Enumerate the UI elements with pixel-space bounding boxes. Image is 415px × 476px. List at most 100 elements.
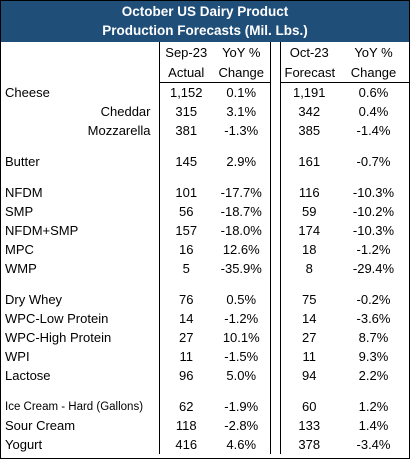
- data-row: Dry Whey 76 0.5% 75 -0.2%: [1, 290, 409, 309]
- cell: -0.7%: [356, 154, 391, 169]
- cell: 161: [298, 154, 321, 169]
- data-row: Yogurt 416 4.6% 378 -3.4%: [1, 435, 409, 454]
- cell: 18: [302, 242, 317, 257]
- data-row: Sour Cream 118 -2.8% 133 1.4%: [1, 416, 409, 435]
- data-row: Cheddar 315 3.1% 342 0.4%: [1, 102, 409, 121]
- spacer: [270, 259, 281, 278]
- cell: -1.4%: [356, 123, 391, 138]
- row-label: Dry Whey: [1, 290, 160, 309]
- cell: 2.2%: [358, 368, 389, 383]
- cell: 133: [298, 418, 321, 433]
- gap-row: [1, 385, 409, 397]
- gap-cell: [280, 171, 338, 183]
- cell: -3.6%: [356, 311, 391, 326]
- cell: 2.9%: [213, 152, 271, 171]
- cell: -18.7%: [213, 202, 271, 221]
- row-label: SMP: [1, 202, 160, 221]
- row-label: WPI: [1, 347, 160, 366]
- column-header: Actual: [159, 62, 213, 83]
- spacer: [270, 62, 281, 83]
- column-header: YoY %: [354, 44, 393, 60]
- gap-cell: [280, 140, 338, 152]
- data-row: MPC 16 12.6% 18 -1.2%: [1, 240, 409, 259]
- cell: 118: [175, 418, 197, 433]
- cell: 14: [302, 311, 317, 326]
- gap-cell: [280, 278, 338, 290]
- row-label: NFDM: [1, 183, 160, 202]
- gap-cell: [159, 140, 213, 152]
- cell: 27: [302, 330, 317, 345]
- cell: 11: [302, 349, 317, 364]
- cell: 75: [302, 292, 317, 307]
- spacer: [270, 328, 281, 347]
- cell: 14: [179, 311, 194, 326]
- column-header: Change: [338, 62, 409, 83]
- cell: 4.6%: [213, 435, 271, 454]
- spacer: [270, 347, 281, 366]
- cell: 1.4%: [358, 418, 389, 433]
- column-header: YoY %: [213, 42, 271, 62]
- spacer: [270, 240, 281, 259]
- cell: 11: [179, 349, 194, 364]
- column-header: Forecast: [280, 62, 338, 83]
- column-header: Sep-23: [165, 44, 208, 60]
- gap-cell: [213, 171, 271, 183]
- data-row: WMP 5 -35.9% 8 -29.4%: [1, 259, 409, 278]
- cell: 96: [179, 368, 194, 383]
- cell: 381: [175, 123, 198, 138]
- spacer: [270, 171, 281, 183]
- row-label: Butter: [1, 152, 160, 171]
- cell: 9.3%: [358, 349, 389, 364]
- gap-row: [1, 140, 409, 152]
- cell: 12.6%: [213, 240, 271, 259]
- cell: -1.2%: [356, 242, 391, 257]
- row-label: Ice Cream - Hard (Gallons): [1, 397, 160, 416]
- gap-cell: [213, 385, 271, 397]
- cell: 315: [175, 104, 198, 119]
- spacer: [270, 152, 281, 171]
- gap-cell: [1, 385, 160, 397]
- cell: -1.5%: [213, 347, 271, 366]
- data-row: SMP 56 -18.7% 59 -10.2%: [1, 202, 409, 221]
- end-cell: [1, 454, 409, 459]
- data-row: WPC-High Protein 27 10.1% 27 8.7%: [1, 328, 409, 347]
- cell: -0.2%: [356, 292, 391, 307]
- table-card: October US Dairy Product Production Fore…: [0, 0, 410, 459]
- spacer: [270, 435, 281, 454]
- spacer: [270, 82, 281, 102]
- cell: -3.4%: [356, 437, 391, 452]
- gap-cell: [1, 140, 160, 152]
- gap-cell: [213, 278, 271, 290]
- cell: 5.0%: [213, 366, 271, 385]
- cell: 3.1%: [213, 102, 271, 121]
- cell: 157: [175, 223, 198, 238]
- cell: 0.5%: [213, 290, 271, 309]
- spacer: [270, 385, 281, 397]
- spacer: [270, 416, 281, 435]
- gap-cell: [338, 171, 409, 183]
- cell: 10.1%: [213, 328, 271, 347]
- header-row: Actual Change Forecast Change: [1, 62, 409, 83]
- cell: 1,191: [292, 85, 326, 100]
- cell: -17.7%: [213, 183, 271, 202]
- cell: 0.4%: [358, 104, 389, 119]
- row-label: Yogurt: [1, 435, 160, 454]
- cell: -10.3%: [352, 185, 395, 200]
- cell: 101: [175, 185, 198, 200]
- gap-cell: [1, 171, 160, 183]
- cell: 145: [175, 154, 198, 169]
- row-label: Sour Cream: [1, 416, 160, 435]
- cell: 8.7%: [358, 330, 389, 345]
- spacer: [270, 309, 281, 328]
- cell: -1.9%: [213, 397, 271, 416]
- gap-row: [1, 278, 409, 290]
- cell: -29.4%: [352, 261, 395, 276]
- gap-cell: [159, 278, 213, 290]
- cell: 76: [179, 292, 194, 307]
- row-label: NFDM+SMP: [1, 221, 160, 240]
- cell: 94: [302, 368, 317, 383]
- gap-cell: [159, 385, 213, 397]
- table-header: October US Dairy Product Production Fore…: [1, 1, 409, 42]
- cell: 116: [298, 185, 320, 200]
- spacer: [270, 42, 281, 62]
